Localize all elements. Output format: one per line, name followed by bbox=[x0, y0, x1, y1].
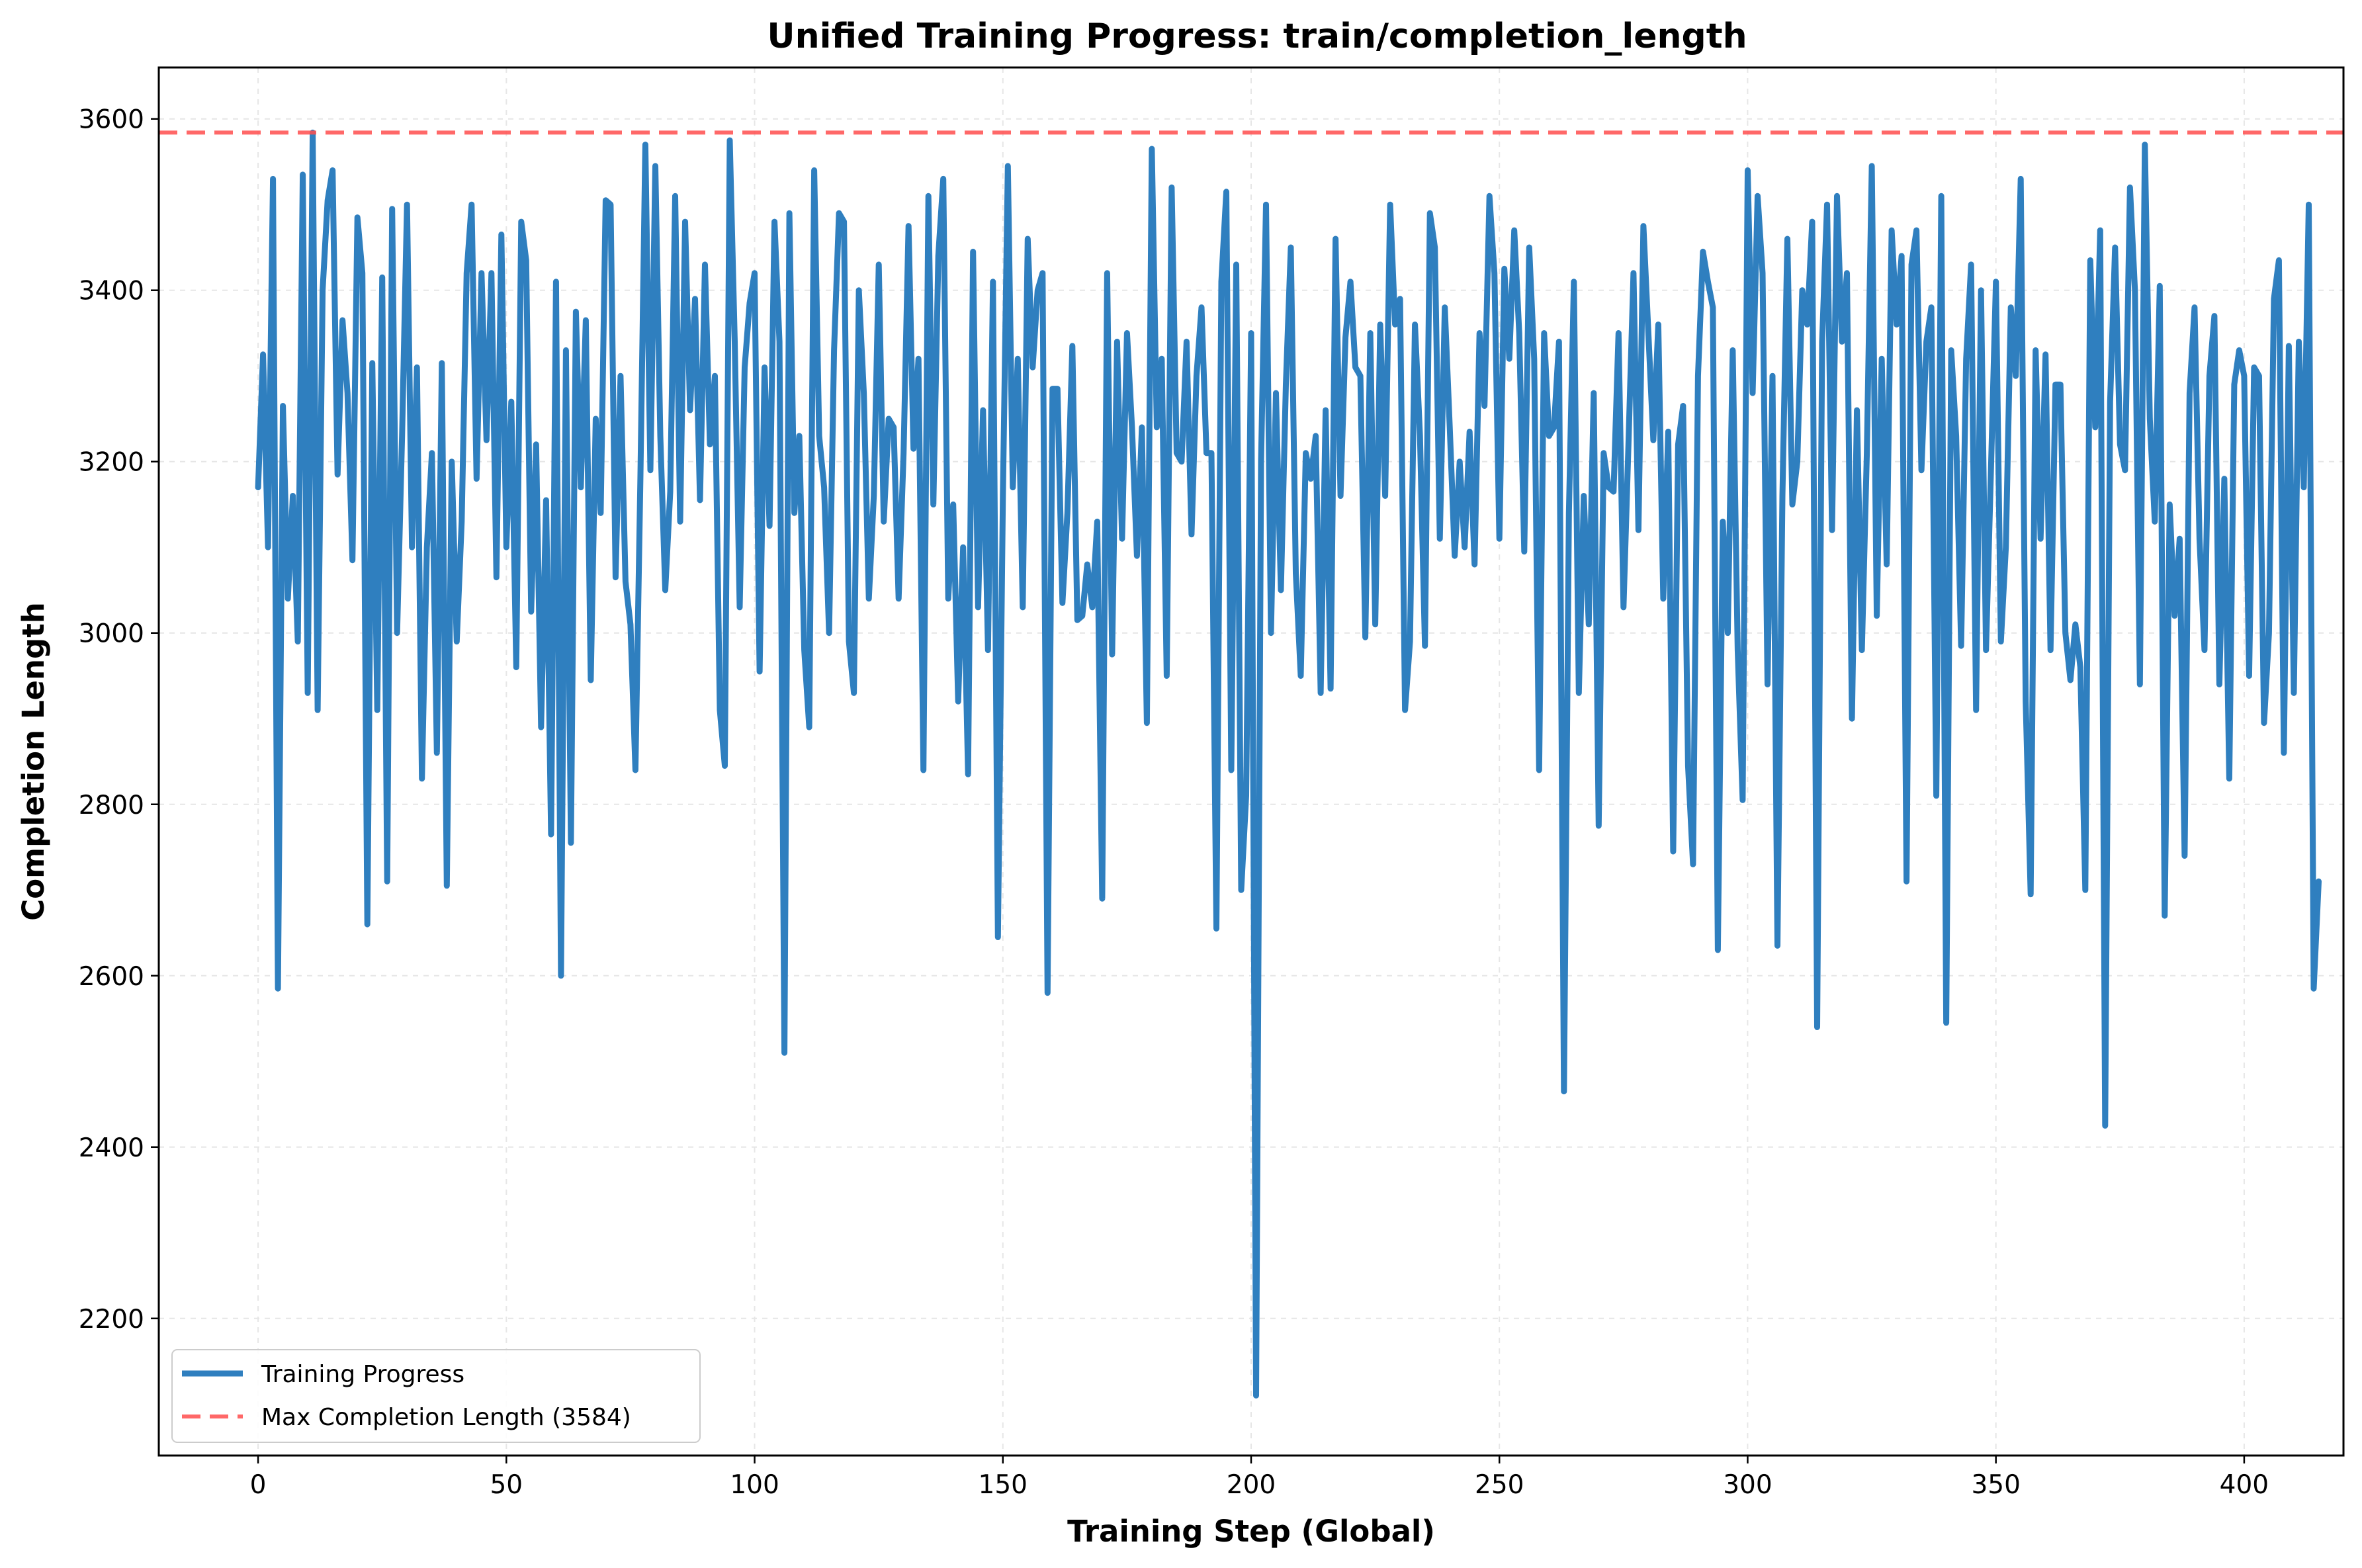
y-axis-label: Completion Length bbox=[16, 602, 51, 921]
y-tick-label: 3600 bbox=[79, 105, 144, 135]
chart-title: Unified Training Progress: train/complet… bbox=[767, 17, 1747, 56]
x-tick-label: 350 bbox=[1971, 1470, 2020, 1500]
x-tick-label: 150 bbox=[979, 1470, 1028, 1500]
y-tick-label: 3200 bbox=[79, 448, 144, 478]
y-ticks: 2200 2400 2600 2800 3000 3200 3400 3600 bbox=[79, 105, 159, 1334]
y-tick-label: 2600 bbox=[79, 962, 144, 992]
x-tick-label: 0 bbox=[250, 1470, 267, 1500]
legend-label-training-progress: Training Progress bbox=[261, 1361, 464, 1388]
y-tick-label: 2800 bbox=[79, 791, 144, 820]
x-tick-label: 250 bbox=[1475, 1470, 1524, 1500]
legend-box bbox=[171, 1349, 701, 1443]
plot-frame bbox=[157, 66, 2345, 1457]
x-tick-label: 300 bbox=[1723, 1470, 1772, 1500]
legend-label-max-completion-length: Max Completion Length (3584) bbox=[261, 1404, 631, 1431]
x-tick-label: 50 bbox=[490, 1470, 523, 1500]
x-tick-label: 400 bbox=[2220, 1470, 2269, 1500]
x-ticks: 0 50 100 150 200 250 300 350 400 bbox=[250, 1456, 2269, 1500]
legend: Training Progress Max Completion Length … bbox=[171, 1349, 701, 1443]
series-line-training-progress bbox=[255, 129, 2322, 1399]
y-tick-label: 2200 bbox=[79, 1305, 144, 1334]
x-tick-label: 200 bbox=[1227, 1470, 1276, 1500]
y-tick-label: 3000 bbox=[79, 619, 144, 649]
x-tick-label: 100 bbox=[730, 1470, 779, 1500]
y-tick-label: 2400 bbox=[79, 1133, 144, 1163]
x-axis-label: Training Step (Global) bbox=[1067, 1514, 1435, 1549]
y-tick-label: 3400 bbox=[79, 277, 144, 306]
